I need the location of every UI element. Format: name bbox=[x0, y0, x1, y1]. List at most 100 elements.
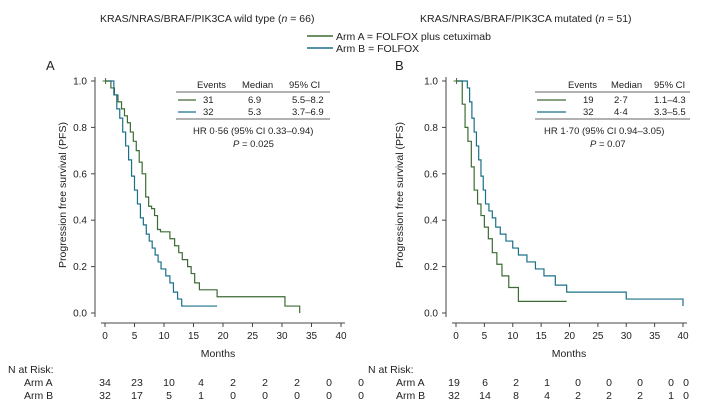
panel-b-at-risk-arm-b-value: 32 bbox=[448, 390, 460, 402]
panel-b-at-risk-arm-a-value: 1 bbox=[544, 377, 550, 389]
panel-a-table-header-events: Events bbox=[197, 80, 226, 91]
panel-a-ytick-label: 0.2 bbox=[73, 262, 87, 273]
panel-b-label: B bbox=[395, 58, 404, 73]
panel-a-ytick-label: 0.0 bbox=[73, 309, 87, 320]
panel-a-xtick-label: 10 bbox=[158, 331, 170, 342]
panel-b: B Progression free survival (PFS) Months… bbox=[394, 58, 690, 360]
panel-a-at-risk-arm-b-value: 0 bbox=[358, 390, 364, 402]
panel-a-ytick-label: 0.6 bbox=[73, 169, 87, 180]
panel-a-at-risk-arm-a-value: 0 bbox=[326, 377, 332, 389]
panel-b-at-risk-arm-a-value: 0 bbox=[606, 377, 612, 389]
panel-b-ylabel: Progression free survival (PFS) bbox=[394, 122, 406, 268]
panel-b-xtick-label: 10 bbox=[507, 331, 519, 342]
panel-a-table-arm-a-events: 31 bbox=[203, 95, 214, 106]
at-risk-row-label-arm-a-a: Arm A bbox=[24, 377, 53, 389]
panel-b-censor-mark bbox=[453, 78, 460, 84]
panel-a-xtick-label: 5 bbox=[132, 331, 138, 342]
panel-a-at-risk-arm-a-value: 10 bbox=[163, 377, 175, 389]
panel-b-ylabel-text: Progression free survival (PFS) bbox=[394, 122, 406, 268]
panel-b-at-risk-arm-b-value: 2 bbox=[606, 390, 612, 402]
panel-b-ytick-label: 0.8 bbox=[424, 123, 438, 134]
panel-a-at-risk-arm-b-value: 0 bbox=[294, 390, 300, 402]
panel-a-table-arm-b-ci: 3.7–6.9 bbox=[292, 107, 324, 118]
panel-b-at-risk-arm-a-value: 2 bbox=[513, 377, 519, 389]
panel-a-at-risk-arm-b-value: 0 bbox=[262, 390, 268, 402]
panel-a-label: A bbox=[46, 58, 55, 73]
panel-b-ytick-label: 0.2 bbox=[424, 262, 438, 273]
panel-a-table-header-median: Median bbox=[242, 80, 273, 91]
panel-a-xtick-label: 15 bbox=[188, 331, 200, 342]
panel-b-xtick-label: 30 bbox=[621, 331, 633, 342]
panel-a-censor-mark bbox=[102, 78, 109, 84]
panel-a-title: KRAS/NRAS/BRAF/PIK3CA wild type (n = 66) bbox=[100, 13, 314, 25]
at-risk-row-label-arm-b-b: Arm B bbox=[396, 390, 425, 402]
panel-b-p-value: P = 0.07 bbox=[590, 139, 626, 150]
panel-b-xlabel: Months bbox=[552, 348, 586, 360]
panel-b-table-arm-b-median: 4·4 bbox=[614, 107, 628, 118]
panel-a-xtick-label: 0 bbox=[102, 331, 108, 342]
panel-a-table-arm-a-median: 6.9 bbox=[248, 95, 261, 106]
panel-b-title: KRAS/NRAS/BRAF/PIK3CA mutated (n = 51) bbox=[420, 13, 632, 25]
panel-b-table-arm-a-median: 2·7 bbox=[614, 95, 628, 106]
panel-a-at-risk-arm-a-value: 34 bbox=[99, 377, 111, 389]
panel-b-at-risk-arm-a-value: 0 bbox=[668, 377, 674, 389]
panel-a-at-risk-arm-a-value: 4 bbox=[198, 377, 204, 389]
panel-b-hazard-ratio: HR 1·70 (95% CI 0.94–3.05) bbox=[544, 126, 664, 137]
panel-b-at-risk-arm-b-value: 14 bbox=[479, 390, 491, 402]
panel-a-curve-arm-a bbox=[105, 80, 301, 313]
panel-b-ytick-label: 0.6 bbox=[424, 169, 438, 180]
panel-b-xtick-label: 25 bbox=[592, 331, 604, 342]
panel-b-table-header-events: Events bbox=[568, 80, 597, 91]
panel-b-table-arm-b-events: 32 bbox=[583, 107, 594, 118]
panel-a-at-risk-arm-a-value: 0 bbox=[358, 377, 364, 389]
panel-b-ytick-label: 0.0 bbox=[424, 309, 438, 320]
panel-a-ytick-label: 0.8 bbox=[73, 123, 87, 134]
panel-b-xtick-label: 40 bbox=[677, 331, 689, 342]
panel-a-at-risk-arm-a-value: 2 bbox=[262, 377, 268, 389]
panel-b-xtick-label: 35 bbox=[649, 331, 661, 342]
panel-a-at-risk-arm-b-value: 5 bbox=[166, 390, 172, 402]
panel-b-table-arm-a-events: 19 bbox=[583, 95, 594, 106]
panel-b-at-risk-arm-b-value: 2 bbox=[637, 390, 643, 402]
panel-b-at-risk-arm-b-value: 4 bbox=[544, 390, 550, 402]
panel-b-xtick-label: 5 bbox=[482, 331, 488, 342]
panel-a-table-arm-b-events: 32 bbox=[203, 107, 214, 118]
panel-a-at-risk-arm-b-value: 17 bbox=[131, 390, 143, 402]
legend: Arm A = FOLFOX plus cetuximab Arm B = FO… bbox=[307, 31, 491, 55]
panel-a-ytick-label: 0.4 bbox=[73, 216, 87, 227]
panel-b-at-risk-arm-b-value: 1 bbox=[668, 390, 674, 402]
panel-a: A Progression free survival (PFS) Months… bbox=[46, 58, 347, 360]
panel-a-table-header-ci: 95% CI bbox=[289, 80, 320, 91]
panel-a-xtick-label: 40 bbox=[335, 331, 347, 342]
panel-b-table-header-ci: 95% CI bbox=[654, 80, 685, 91]
panel-a-hazard-ratio: HR 0·56 (95% CI 0.33–0.94) bbox=[193, 126, 313, 137]
panel-a-table-arm-a-ci: 5.5–8.2 bbox=[292, 95, 324, 106]
panel-a-at-risk-arm-b-value: 32 bbox=[99, 390, 111, 402]
panel-b-at-risk-arm-b-value: 8 bbox=[513, 390, 519, 402]
panel-a-xtick-label: 30 bbox=[276, 331, 288, 342]
panel-b-at-risk-arm-b-value: 2 bbox=[575, 390, 581, 402]
at-risk-header-a: N at Risk: bbox=[8, 364, 54, 376]
panel-a-xlabel: Months bbox=[201, 348, 235, 360]
panel-b-curve-arm-a bbox=[456, 80, 567, 302]
at-risk-header-b: N at Risk: bbox=[368, 364, 414, 376]
panel-a-at-risk-arm-a-value: 2 bbox=[230, 377, 236, 389]
panel-a-p-value: P = 0.025 bbox=[233, 139, 274, 150]
panel-b-xtick-label: 15 bbox=[536, 331, 548, 342]
panel-b-at-risk-arm-a-value: 19 bbox=[448, 377, 460, 389]
panel-a-at-risk-arm-a-value: 23 bbox=[131, 377, 143, 389]
panel-a-at-risk-arm-b-value: 0 bbox=[230, 390, 236, 402]
panel-a-at-risk-arm-b-value: 0 bbox=[326, 390, 332, 402]
panel-a-stats-table: Events Median 95% CI 31 6.9 5.5–8.2 32 5… bbox=[176, 80, 330, 120]
panel-a-ylabel-text: Progression free survival (PFS) bbox=[57, 122, 69, 268]
panel-b-at-risk-arm-a-value: 0 bbox=[575, 377, 581, 389]
panel-a-ylabel: Progression free survival (PFS) bbox=[57, 122, 69, 268]
panel-b-xtick-label: 20 bbox=[564, 331, 576, 342]
panel-b-curve-arm-b bbox=[456, 80, 684, 307]
panel-b-at-risk-arm-a-value: 0 bbox=[637, 377, 643, 389]
panel-a-table-arm-b-median: 5.3 bbox=[248, 107, 261, 118]
panel-b-table-arm-b-ci: 3.3–5.5 bbox=[654, 107, 686, 118]
panel-b-stats-table: Events Median 95% CI 19 2·7 1.1–4.3 32 4… bbox=[535, 80, 690, 120]
panel-b-at-risk-arm-a-value: 6 bbox=[482, 377, 488, 389]
